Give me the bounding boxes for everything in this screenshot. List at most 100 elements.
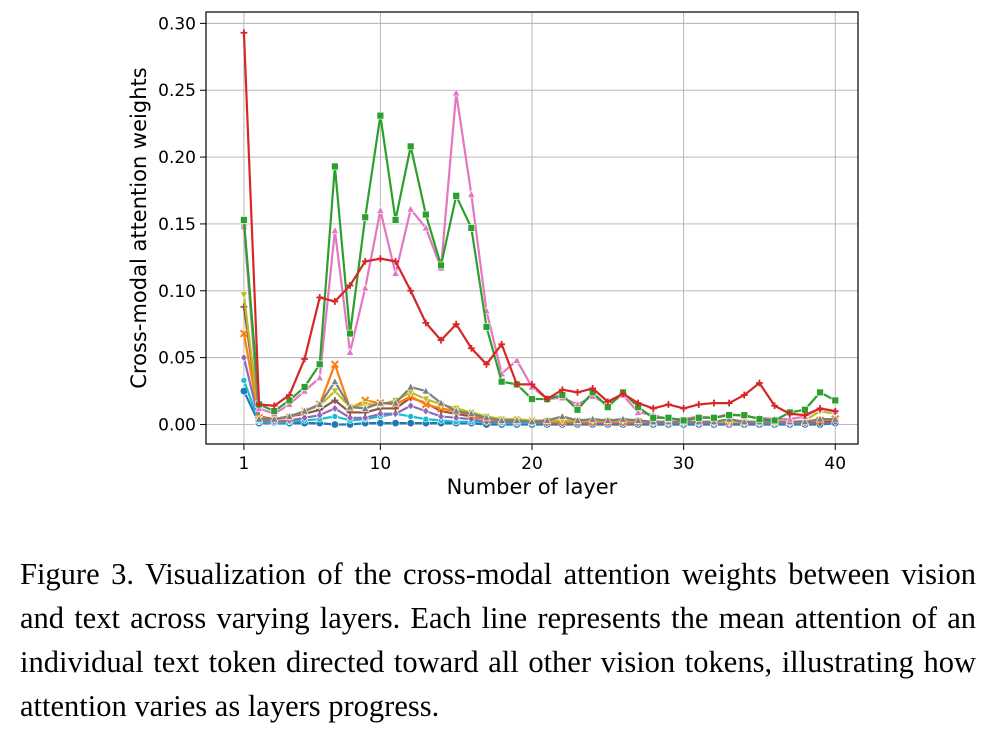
- data-point: [346, 329, 354, 338]
- data-point: [407, 413, 414, 420]
- data-point: [315, 399, 324, 408]
- x-tick-label: 30: [673, 454, 695, 474]
- x-axis-label: Number of layer: [447, 475, 618, 499]
- data-point: [831, 414, 840, 423]
- data-point: [239, 291, 249, 300]
- data-point: [756, 379, 763, 387]
- data-point: [483, 360, 490, 368]
- data-point: [239, 329, 249, 338]
- data-point: [345, 402, 355, 411]
- data-point: [801, 411, 809, 419]
- data-point: [604, 398, 612, 406]
- data-point: [573, 406, 582, 414]
- data-point: [831, 396, 839, 405]
- data-point: [649, 414, 658, 422]
- data-point: [527, 417, 537, 426]
- data-point: [740, 411, 748, 419]
- data-point: [376, 409, 385, 419]
- series-1: [240, 111, 839, 425]
- data-point: [497, 377, 506, 386]
- data-point: [391, 419, 400, 428]
- data-point: [361, 213, 369, 221]
- series-line: [242, 357, 836, 425]
- y-tick-label: 0.30: [158, 14, 196, 34]
- x-tick-label: 40: [824, 454, 846, 474]
- data-point: [406, 382, 415, 391]
- data-point: [406, 204, 415, 213]
- data-point: [376, 398, 385, 407]
- data-point: [633, 407, 643, 416]
- axis-ticks: 1 10 20 30 40 0.00 0.05 0.10 0.15 0.20 0.25 0.30: [158, 14, 846, 474]
- data-point: [240, 29, 248, 37]
- data-point: [331, 413, 339, 420]
- data-point: [467, 409, 476, 418]
- data-point: [392, 257, 399, 265]
- data-point: [785, 414, 794, 423]
- data-point: [542, 415, 552, 424]
- data-point: [497, 415, 506, 424]
- data-point: [361, 413, 370, 423]
- data-point: [300, 383, 309, 391]
- data-point: [330, 420, 339, 429]
- data-point: [665, 401, 672, 408]
- data-point: [573, 415, 582, 424]
- data-point: [407, 287, 415, 295]
- data-point: [300, 413, 309, 423]
- data-point: [558, 386, 566, 394]
- data-point: [589, 384, 597, 392]
- data-point: [270, 402, 278, 410]
- data-point: [633, 415, 643, 424]
- data-point: [725, 411, 733, 419]
- data-point: [285, 391, 293, 399]
- data-point: [831, 407, 839, 415]
- series-line: [242, 114, 836, 422]
- data-point: [451, 406, 461, 415]
- data-point: [421, 395, 431, 404]
- data-point: [740, 417, 749, 426]
- x-tick-label: 10: [370, 454, 392, 474]
- series-3: [239, 219, 840, 426]
- y-axis-label: Cross-modal attention weights: [127, 67, 151, 388]
- data-point: [786, 410, 794, 418]
- data-point: [603, 415, 613, 424]
- data-point: [391, 268, 400, 277]
- data-point: [634, 399, 642, 407]
- data-point: [422, 319, 430, 327]
- data-point: [316, 360, 324, 369]
- data-point: [255, 401, 263, 408]
- line-chart: 1 10 20 30 40 0.00 0.05 0.10 0.15 0.20 0.25 0.30 Nu…: [127, 11, 859, 499]
- series-line: [242, 390, 836, 426]
- data-point: [437, 336, 445, 344]
- data-point: [376, 419, 385, 428]
- data-point: [315, 410, 324, 420]
- data-point: [346, 413, 354, 423]
- series-line: [242, 223, 836, 423]
- data-point: [391, 216, 400, 224]
- data-point: [618, 414, 628, 423]
- data-point: [254, 414, 264, 423]
- series-line: [242, 306, 836, 423]
- data-point: [376, 255, 384, 263]
- data-point: [361, 403, 370, 412]
- data-point: [452, 320, 460, 328]
- data-point: [315, 373, 324, 381]
- data-point: [421, 223, 431, 232]
- data-point: [558, 411, 567, 420]
- data-point: [815, 414, 825, 423]
- data-point: [770, 416, 779, 425]
- data-point: [710, 414, 718, 422]
- data-point: [240, 377, 248, 384]
- y-tick-label: 0.25: [158, 81, 196, 101]
- y-tick-label: 0.10: [158, 282, 196, 302]
- data-point: [330, 377, 340, 385]
- data-point: [695, 414, 703, 422]
- data-point: [755, 415, 764, 423]
- series-line: [242, 32, 836, 417]
- data-point: [619, 390, 627, 398]
- data-point: [512, 415, 522, 424]
- y-tick-label: 0.20: [158, 148, 196, 168]
- data-point: [421, 400, 430, 409]
- data-point: [376, 111, 385, 120]
- data-point: [725, 399, 733, 407]
- data-point: [771, 402, 779, 410]
